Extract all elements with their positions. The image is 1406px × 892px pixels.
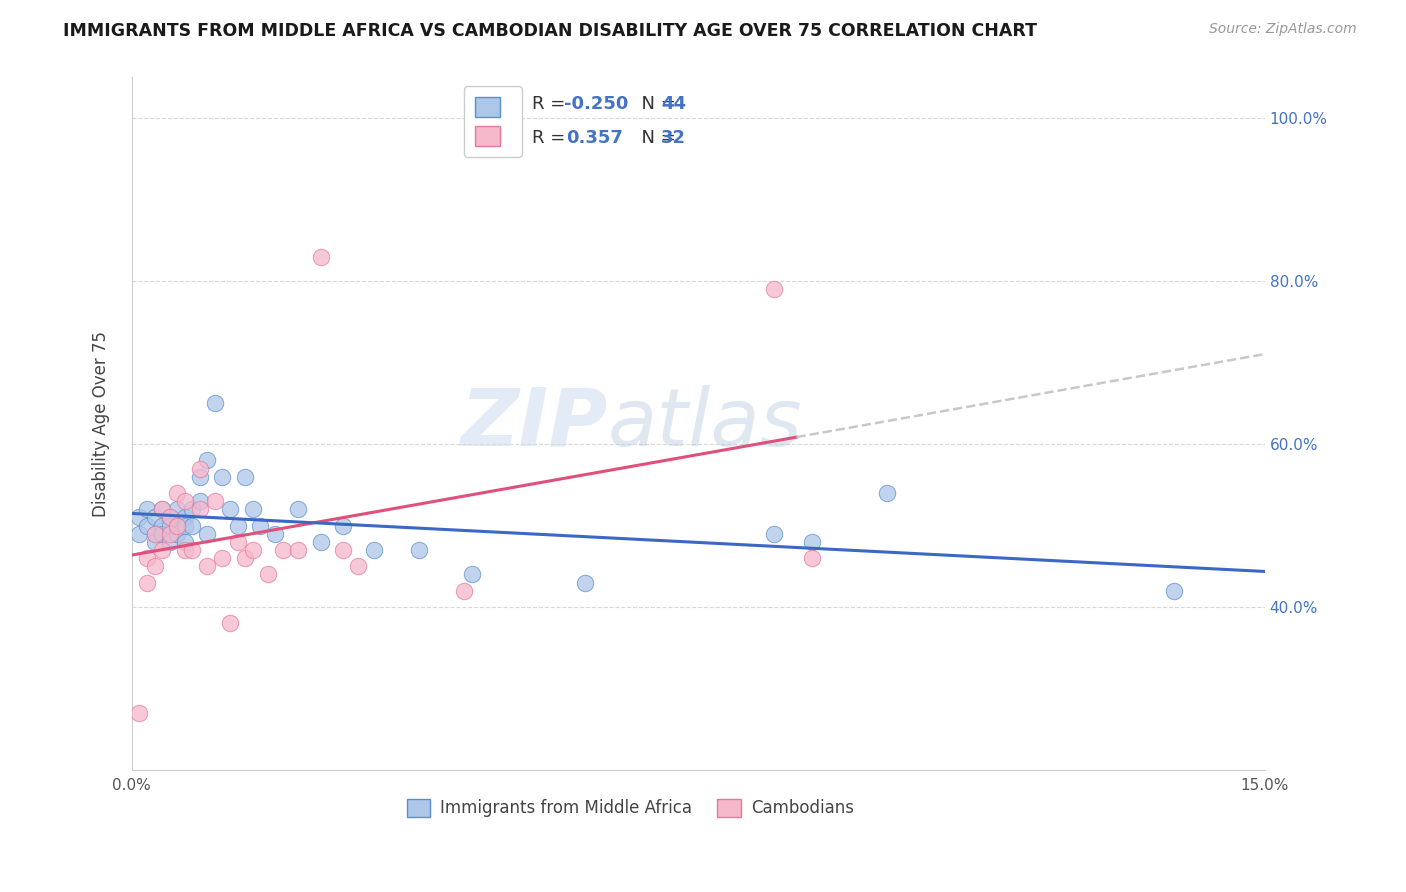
Point bbox=[211, 551, 233, 566]
Text: 44: 44 bbox=[661, 95, 686, 112]
Point bbox=[136, 518, 159, 533]
Point bbox=[197, 526, 219, 541]
Point bbox=[136, 575, 159, 590]
Point bbox=[309, 534, 332, 549]
Point bbox=[173, 534, 195, 549]
Point bbox=[173, 543, 195, 558]
Point bbox=[159, 510, 181, 524]
Point bbox=[574, 575, 596, 590]
Point bbox=[287, 502, 309, 516]
Point bbox=[166, 518, 188, 533]
Point bbox=[309, 250, 332, 264]
Text: Source: ZipAtlas.com: Source: ZipAtlas.com bbox=[1209, 22, 1357, 37]
Point bbox=[800, 534, 823, 549]
Point bbox=[226, 534, 249, 549]
Text: N =: N = bbox=[630, 95, 682, 112]
Point bbox=[219, 502, 242, 516]
Text: -0.250: -0.250 bbox=[564, 95, 628, 112]
Point bbox=[166, 502, 188, 516]
Point bbox=[188, 502, 211, 516]
Point bbox=[143, 526, 166, 541]
Point bbox=[762, 526, 785, 541]
Point bbox=[204, 494, 226, 508]
Point bbox=[173, 518, 195, 533]
Point bbox=[181, 543, 204, 558]
Point bbox=[150, 526, 173, 541]
Point bbox=[347, 559, 370, 574]
Point bbox=[226, 518, 249, 533]
Point bbox=[173, 494, 195, 508]
Point bbox=[211, 469, 233, 483]
Point bbox=[150, 543, 173, 558]
Point bbox=[256, 567, 278, 582]
Point bbox=[136, 551, 159, 566]
Point bbox=[143, 526, 166, 541]
Point bbox=[876, 486, 898, 500]
Point bbox=[188, 469, 211, 483]
Point bbox=[363, 543, 385, 558]
Point bbox=[197, 453, 219, 467]
Point bbox=[204, 396, 226, 410]
Point bbox=[800, 551, 823, 566]
Point bbox=[332, 518, 354, 533]
Point bbox=[287, 543, 309, 558]
Point bbox=[150, 502, 173, 516]
Point bbox=[150, 518, 173, 533]
Point bbox=[453, 583, 475, 598]
Point bbox=[197, 559, 219, 574]
Text: IMMIGRANTS FROM MIDDLE AFRICA VS CAMBODIAN DISABILITY AGE OVER 75 CORRELATION CH: IMMIGRANTS FROM MIDDLE AFRICA VS CAMBODI… bbox=[63, 22, 1038, 40]
Text: 32: 32 bbox=[661, 129, 686, 147]
Legend: Immigrants from Middle Africa, Cambodians: Immigrants from Middle Africa, Cambodian… bbox=[401, 792, 860, 824]
Point bbox=[271, 543, 294, 558]
Point bbox=[128, 706, 150, 720]
Point bbox=[188, 461, 211, 475]
Point bbox=[166, 486, 188, 500]
Point bbox=[159, 510, 181, 524]
Point bbox=[762, 282, 785, 296]
Text: 0.357: 0.357 bbox=[565, 129, 623, 147]
Point bbox=[143, 534, 166, 549]
Point bbox=[264, 526, 287, 541]
Point bbox=[233, 551, 256, 566]
Point bbox=[128, 510, 150, 524]
Point bbox=[128, 526, 150, 541]
Point bbox=[1163, 583, 1185, 598]
Text: N =: N = bbox=[630, 129, 682, 147]
Point bbox=[408, 543, 430, 558]
Point bbox=[173, 510, 195, 524]
Text: R =: R = bbox=[531, 95, 571, 112]
Point bbox=[332, 543, 354, 558]
Point bbox=[249, 518, 271, 533]
Point bbox=[242, 543, 264, 558]
Point bbox=[136, 502, 159, 516]
Point bbox=[166, 526, 188, 541]
Point bbox=[233, 469, 256, 483]
Text: atlas: atlas bbox=[607, 384, 803, 463]
Point bbox=[181, 518, 204, 533]
Point bbox=[181, 502, 204, 516]
Y-axis label: Disability Age Over 75: Disability Age Over 75 bbox=[93, 331, 110, 516]
Point bbox=[159, 534, 181, 549]
Point bbox=[143, 559, 166, 574]
Point bbox=[188, 494, 211, 508]
Point bbox=[150, 502, 173, 516]
Point bbox=[219, 616, 242, 631]
Text: R =: R = bbox=[531, 129, 576, 147]
Point bbox=[143, 510, 166, 524]
Point bbox=[159, 518, 181, 533]
Point bbox=[461, 567, 484, 582]
Point bbox=[159, 526, 181, 541]
Point bbox=[242, 502, 264, 516]
Text: ZIP: ZIP bbox=[460, 384, 607, 463]
Point bbox=[166, 518, 188, 533]
